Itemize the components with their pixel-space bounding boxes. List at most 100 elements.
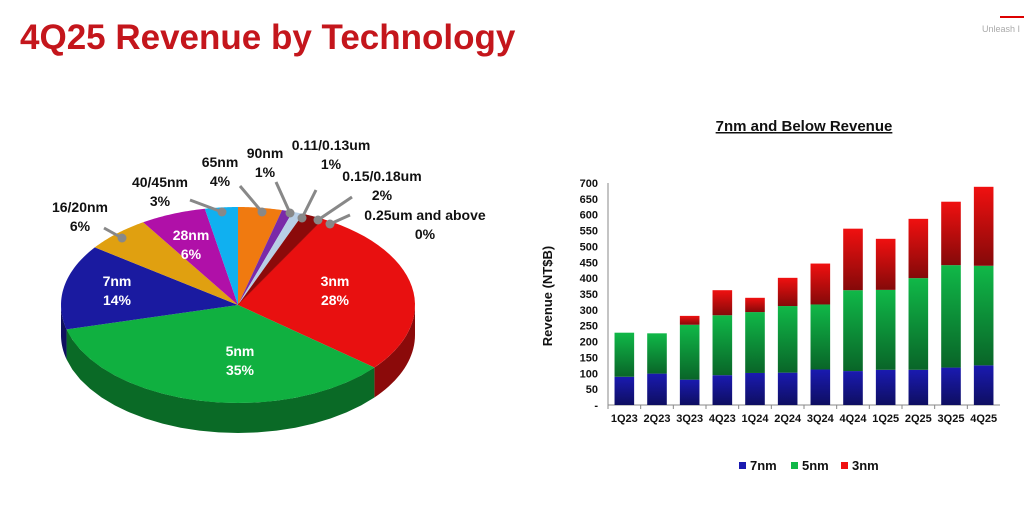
bar-3nm-3Q25 (941, 201, 961, 266)
x-tick-label: 3Q25 (938, 413, 965, 425)
leader-dot (325, 219, 335, 229)
bar-5nm-2Q24 (777, 306, 798, 373)
y-axis-label: Revenue (NT$B) (540, 246, 555, 346)
pie-label: 7nm (103, 273, 132, 289)
bar-5nm-2Q23 (647, 333, 667, 374)
y-tick-label: 500 (580, 241, 598, 253)
pie-value-label: 6% (70, 218, 91, 234)
leader-dot (297, 213, 307, 223)
bar-7nm-1Q25 (875, 369, 896, 405)
pie-value-label: 6% (181, 246, 202, 262)
bar-3nm-3Q24 (810, 263, 831, 305)
y-tick-label: 250 (580, 321, 598, 333)
pie-value-label: 3% (150, 193, 171, 209)
bar-5nm-2Q25 (908, 278, 929, 370)
y-tick-label: 300 (580, 305, 598, 317)
pie-label: 0.15/0.18um (342, 168, 421, 184)
x-tick-label: 2Q23 (644, 413, 671, 425)
legend-label-3nm: 3nm (852, 458, 879, 473)
pie-slice (238, 211, 304, 305)
bar-7nm-2Q25 (908, 369, 929, 405)
bar-7nm-2Q24 (777, 372, 798, 405)
pie-side-7 (61, 305, 67, 360)
y-tick-label: 50 (586, 384, 598, 396)
x-tick-label: 4Q24 (840, 413, 868, 425)
pie-label: 90nm (247, 145, 284, 161)
bar-7nm-4Q24 (843, 371, 863, 405)
bar-5nm-4Q23 (712, 315, 733, 376)
y-tick-label: 450 (580, 257, 598, 269)
bar-chart-title: 7nm and Below Revenue (716, 118, 893, 135)
y-tick-label: 650 (580, 194, 598, 206)
bar-7nm-4Q23 (712, 375, 733, 405)
pie-slice (94, 222, 239, 305)
pie-label: 0.25um and above (364, 207, 486, 223)
leader-line (238, 185, 264, 213)
y-tick-label: - (594, 400, 598, 412)
bar-3nm-4Q24 (843, 228, 863, 291)
logo-text: Unleash I (982, 24, 1021, 34)
leader-line (189, 198, 223, 214)
legend-swatch-5nm (791, 462, 798, 469)
leader-dot (313, 215, 323, 225)
pie-slice (61, 247, 238, 330)
bar-3nm-4Q25 (973, 186, 994, 266)
logo-mark (1000, 16, 1024, 18)
bar-5nm-1Q23 (614, 332, 635, 377)
legend-swatch-3nm (841, 462, 848, 469)
pie-slice (143, 208, 238, 305)
legend-swatch-7nm (739, 462, 746, 469)
pie-label: 65nm (202, 154, 239, 170)
pie-side-6 (66, 329, 375, 433)
leader-dot (217, 207, 227, 217)
bar-5nm-3Q24 (810, 304, 831, 370)
pie-slice (66, 305, 375, 403)
leader-dot (285, 208, 295, 218)
bar-7nm-3Q24 (810, 369, 831, 405)
y-tick-label: 700 (580, 178, 598, 190)
bar-3nm-4Q23 (712, 290, 733, 316)
bar-7nm-3Q23 (679, 379, 700, 405)
bar-7nm-3Q25 (941, 367, 961, 405)
bar-7nm-2Q23 (647, 373, 667, 405)
pie-value-label: 14% (103, 292, 132, 308)
pie-label: 5nm (226, 343, 255, 359)
bar-3nm-1Q25 (875, 238, 896, 290)
pie-label: 0.11/0.13um (292, 137, 371, 153)
legend-label-5nm: 5nm (802, 458, 829, 473)
pie-value-label: 1% (255, 164, 276, 180)
leader-dot (117, 233, 127, 243)
pie-value-label: 0% (415, 226, 436, 242)
pie-value-label: 35% (226, 362, 255, 378)
y-tick-label: 400 (580, 273, 598, 285)
bar-7nm-4Q25 (973, 365, 994, 405)
page-title: 4Q25 Revenue by Technology (20, 18, 516, 57)
pie-slice (238, 213, 324, 305)
bar-5nm-1Q24 (745, 312, 765, 373)
pie-value-label: 2% (372, 187, 393, 203)
pie-label: 16/20nm (52, 199, 108, 215)
y-tick-label: 600 (580, 210, 598, 222)
x-tick-label: 4Q23 (709, 413, 736, 425)
leader-line (317, 195, 353, 222)
pie-label: 40/45nm (132, 174, 188, 190)
bar-3nm-2Q25 (908, 218, 929, 279)
leader-dot (257, 207, 267, 217)
x-tick-label: 2Q24 (774, 413, 802, 425)
bar-3nm-2Q24 (777, 277, 798, 307)
leader-line (274, 181, 292, 214)
x-tick-label: 3Q23 (676, 413, 703, 425)
bar-7nm-1Q24 (745, 372, 765, 405)
bar-5nm-1Q25 (875, 289, 896, 370)
x-tick-label: 1Q25 (872, 413, 899, 425)
pie-label: 3nm (321, 273, 350, 289)
bar-5nm-3Q25 (941, 265, 961, 368)
y-tick-label: 200 (580, 337, 598, 349)
pie-slice (238, 210, 293, 305)
y-tick-label: 150 (580, 352, 598, 364)
x-tick-label: 4Q25 (970, 413, 997, 425)
y-tick-label: 100 (580, 368, 598, 380)
legend-label-7nm: 7nm (750, 458, 777, 473)
pie-value-label: 1% (321, 156, 342, 172)
